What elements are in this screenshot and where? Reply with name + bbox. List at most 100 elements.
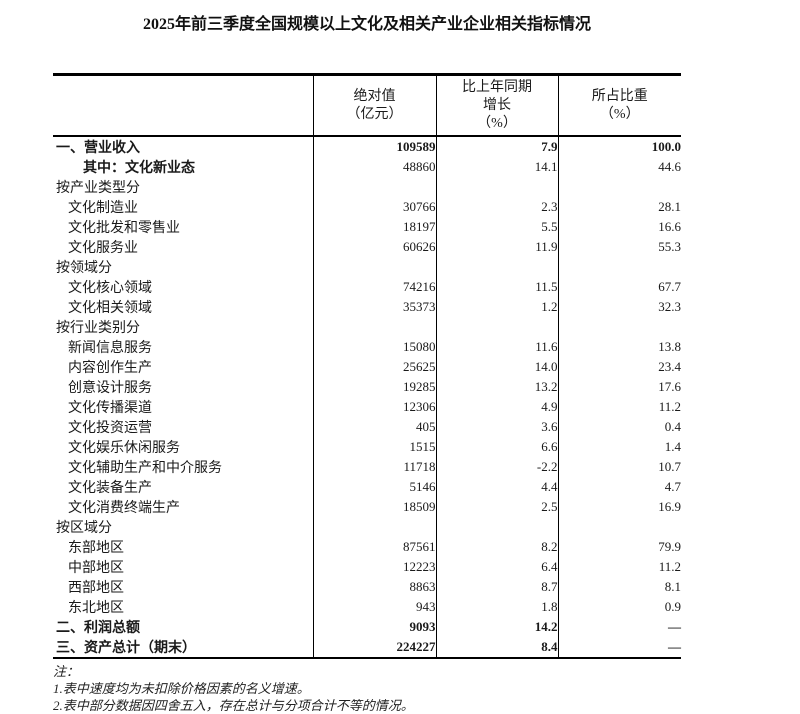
row-label: 文化辅助生产和中介服务 <box>68 461 222 476</box>
row-share: 67.7 <box>557 277 681 297</box>
table-row: 文化辅助生产和中介服务 11718 -2.2 10.7 <box>53 457 681 477</box>
table-row: 按产业类型分 <box>53 177 681 197</box>
row-growth <box>435 257 558 277</box>
table-row: 按行业类别分 <box>53 317 681 337</box>
row-absolute-value: 30766 <box>312 197 436 217</box>
row-growth: 11.6 <box>435 337 558 357</box>
row-share: 16.9 <box>557 497 681 517</box>
row-absolute-value: 25625 <box>312 357 436 377</box>
table-header-row: 绝对值 （亿元） 比上年同期 增长 （%） 所占比重 （%） <box>53 74 681 137</box>
row-absolute-value: 60626 <box>312 237 436 257</box>
header-absolute-value: 绝对值 （亿元） <box>312 74 436 137</box>
row-growth: -2.2 <box>435 457 558 477</box>
row-share <box>557 257 681 277</box>
row-absolute-value: 18197 <box>312 217 436 237</box>
row-absolute-value: 8863 <box>312 577 436 597</box>
row-share: 11.2 <box>557 557 681 577</box>
row-growth: 11.5 <box>435 277 558 297</box>
row-growth: 4.9 <box>435 397 558 417</box>
row-growth: 8.2 <box>435 537 558 557</box>
row-absolute-value: 18509 <box>312 497 436 517</box>
row-share: 0.4 <box>557 417 681 437</box>
row-share: 44.6 <box>557 157 681 177</box>
row-label: 文化制造业 <box>68 201 138 216</box>
table-row: 二、利润总额 9093 14.2 — <box>53 617 681 637</box>
table-row: 其中：文化新业态 48860 14.1 44.6 <box>53 157 681 177</box>
row-share: 4.7 <box>557 477 681 497</box>
row-share: 1.4 <box>557 437 681 457</box>
row-growth: 11.9 <box>435 237 558 257</box>
footnote-item: 2.表中部分数据因四舍五入，存在总计与分项合计不等的情况。 <box>53 698 414 713</box>
row-share: 100.0 <box>557 136 681 157</box>
stats-table: 绝对值 （亿元） 比上年同期 增长 （%） 所占比重 （%） 一、营业收入 10… <box>53 73 681 659</box>
row-growth: 6.6 <box>435 437 558 457</box>
row-growth: 2.5 <box>435 497 558 517</box>
row-share: 79.9 <box>557 537 681 557</box>
row-growth: 14.0 <box>435 357 558 377</box>
row-share <box>557 517 681 537</box>
table-row: 文化装备生产 5146 4.4 4.7 <box>53 477 681 497</box>
table-row: 文化批发和零售业 18197 5.5 16.6 <box>53 217 681 237</box>
row-growth: 2.3 <box>435 197 558 217</box>
table-row: 东部地区 87561 8.2 79.9 <box>53 537 681 557</box>
row-share: 10.7 <box>557 457 681 477</box>
row-label: 其中：文化新业态 <box>83 161 195 176</box>
row-absolute-value <box>312 517 436 537</box>
row-growth: 4.4 <box>435 477 558 497</box>
row-share <box>557 177 681 197</box>
table-row: 文化制造业 30766 2.3 28.1 <box>53 197 681 217</box>
row-growth: 14.2 <box>435 617 558 637</box>
row-label: 文化服务业 <box>68 241 138 256</box>
row-absolute-value: 12306 <box>312 397 436 417</box>
row-label: 创意设计服务 <box>68 381 152 396</box>
row-growth <box>435 317 558 337</box>
page: 2025年前三季度全国规模以上文化及相关产业企业相关指标情况 绝对值 （亿元） … <box>53 0 681 714</box>
row-share: 55.3 <box>557 237 681 257</box>
row-share: 17.6 <box>557 377 681 397</box>
table-row: 中部地区 12223 6.4 11.2 <box>53 557 681 577</box>
row-absolute-value: 224227 <box>312 637 436 658</box>
row-label: 文化装备生产 <box>68 481 152 496</box>
page-title: 2025年前三季度全国规模以上文化及相关产业企业相关指标情况 <box>142 16 591 33</box>
row-absolute-value <box>312 317 436 337</box>
footnotes: 注： 1.表中速度均为未扣除价格因素的名义增速。 2.表中部分数据因四舍五入，存… <box>53 663 681 714</box>
row-label: 中部地区 <box>68 561 124 576</box>
row-absolute-value: 11718 <box>312 457 436 477</box>
row-label: 二、利润总额 <box>56 621 140 636</box>
table-row: 创意设计服务 19285 13.2 17.6 <box>53 377 681 397</box>
row-label: 一、营业收入 <box>56 141 140 156</box>
header-share: 所占比重 （%） <box>557 74 681 137</box>
row-label: 东北地区 <box>68 601 124 616</box>
table-row: 文化服务业 60626 11.9 55.3 <box>53 237 681 257</box>
row-growth: 6.4 <box>435 557 558 577</box>
row-growth <box>435 517 558 537</box>
row-label: 文化核心领域 <box>68 281 152 296</box>
row-share: 32.3 <box>557 297 681 317</box>
row-label: 文化相关领域 <box>68 301 152 316</box>
row-growth: 13.2 <box>435 377 558 397</box>
header-growth: 比上年同期 增长 （%） <box>435 74 558 137</box>
footnote-item: 1.表中速度均为未扣除价格因素的名义增速。 <box>53 681 310 696</box>
row-absolute-value <box>312 257 436 277</box>
table-row: 文化传播渠道 12306 4.9 11.2 <box>53 397 681 417</box>
row-absolute-value: 87561 <box>312 537 436 557</box>
row-absolute-value: 15080 <box>312 337 436 357</box>
row-growth: 8.7 <box>435 577 558 597</box>
row-label: 西部地区 <box>68 581 124 596</box>
footnote-heading: 注： <box>53 664 80 679</box>
row-absolute-value: 12223 <box>312 557 436 577</box>
row-absolute-value <box>312 177 436 197</box>
row-label: 按区域分 <box>56 521 112 536</box>
row-growth: 1.2 <box>435 297 558 317</box>
row-absolute-value: 943 <box>312 597 436 617</box>
row-label: 文化传播渠道 <box>68 401 152 416</box>
row-absolute-value: 19285 <box>312 377 436 397</box>
row-share: 16.6 <box>557 217 681 237</box>
table-row: 文化核心领域 74216 11.5 67.7 <box>53 277 681 297</box>
row-share: 8.1 <box>557 577 681 597</box>
table-row: 文化投资运营 405 3.6 0.4 <box>53 417 681 437</box>
row-share: — <box>557 617 681 637</box>
row-absolute-value: 9093 <box>312 617 436 637</box>
row-label: 新闻信息服务 <box>68 341 152 356</box>
row-label: 三、资产总计（期末） <box>56 641 196 656</box>
